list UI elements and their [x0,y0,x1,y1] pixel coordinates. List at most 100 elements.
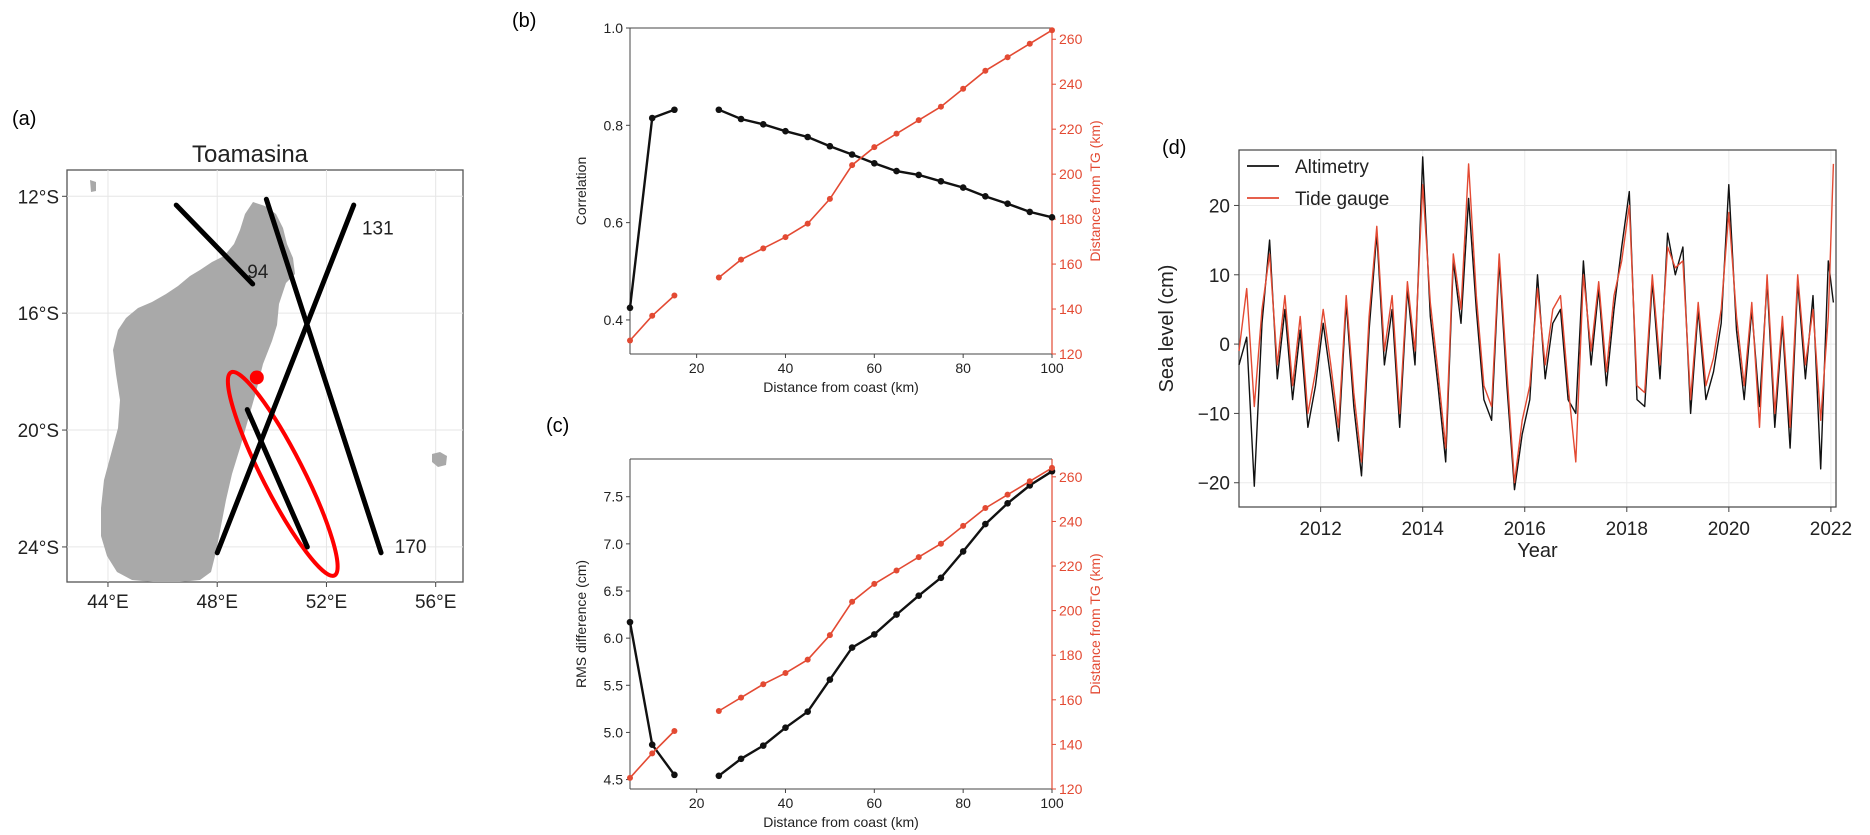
distance-from-tg-point [715,274,722,281]
x-tick-label: 80 [955,360,971,376]
y-axis-label: Sea level (cm) [1156,265,1178,393]
distance-from-tg-point [760,245,767,252]
y-axis-label: Correlation [573,157,589,225]
x-tick-label: 20 [689,360,705,376]
distance-from-tg-point [627,774,633,781]
distance-from-tg-point [826,195,833,202]
primary-point [782,127,789,135]
altimetry-series-line [1238,156,1835,491]
y-right-axis-label: Distance from TG (km) [1087,553,1103,694]
distance-from-tg-point [849,162,856,169]
distance-from-tg-point [915,554,922,561]
y-right-tick-label: 180 [1059,211,1083,227]
primary-point [893,167,900,175]
plot-frame [1238,149,1837,508]
altimetry-track-segment [244,407,310,550]
distance-from-tg-point [782,670,789,677]
y-right-tick-label: 260 [1059,31,1083,47]
tide-gauge-series-line [1238,163,1835,484]
primary-point [982,520,989,528]
primary-point [715,772,723,780]
primary-point [737,115,745,123]
y-tick-label: 0.6 [604,215,624,231]
map-lon-tick-label: 56°E [415,592,456,613]
y-right-axis-label: Distance from TG (km) [1087,120,1103,261]
map-lat-tick-label: 12°S [18,187,59,208]
distance-from-tg-point [649,312,656,319]
y-right-tick-label: 160 [1059,692,1083,708]
distance-from-tg-point [849,598,856,605]
y-right-tick-label: 120 [1059,346,1083,362]
y-right-tick-label: 240 [1059,513,1083,529]
primary-series-line-1 [718,108,1053,219]
primary-point [1004,200,1011,207]
panel-label-d: (d) [1162,137,1186,159]
x-tick-label: 60 [867,360,883,376]
primary-point [782,724,789,732]
distance-from-tg-point [937,103,944,110]
small-island-north [90,180,96,192]
y-right-tick-label: 180 [1059,647,1083,663]
primary-point [959,184,967,191]
primary-point [671,106,678,114]
map-lat-tick-label: 16°S [18,304,59,325]
distance-from-tg-point [1049,464,1055,471]
y-right-tick-label: 140 [1059,736,1083,752]
primary-point [804,133,811,141]
distance-from-tg-point [937,540,944,547]
track-label-170: 170 [395,537,427,558]
y-tick-label: 7.0 [604,536,624,552]
rms-panel: 20 40 60 80 100 4.5 5.0 5.5 6.0 6.5 7.0 7.5 120 140 16… [573,458,1103,830]
y-tick-label: 10 [1209,266,1230,287]
distance-from-tg-point [960,85,967,92]
primary-point [937,177,945,185]
y-tick-label: 0 [1219,335,1230,356]
distance-from-tg-point [1026,40,1033,47]
panel-label-a: (a) [12,108,36,130]
distance-from-tg-series-line-3 [718,29,1053,279]
distance-from-tg-point [760,681,767,688]
legend-label: Altimetry [1295,157,1369,178]
y-right-tick-label: 120 [1059,781,1083,797]
coastal-region-ellipse [225,369,340,578]
map-lat-tick-label: 20°S [18,421,59,442]
map-panel: Toamasina 94 131 170 44°E 48°E 52°E 56°E 12°S 1… [18,141,464,613]
distance-from-tg-point [738,256,745,263]
y-tick-label: 0.8 [604,117,624,133]
primary-point [759,121,767,128]
y-tick-label: 4.5 [604,772,624,788]
x-tick-label: 40 [778,795,794,811]
x-tick-label: 40 [778,360,794,376]
primary-point [959,548,967,555]
distance-from-tg-series-line-3 [718,467,1053,712]
primary-point [1048,213,1056,221]
x-tick-label: 2018 [1606,519,1648,540]
distance-from-tg-point [738,694,745,701]
y-tick-label: 6.0 [604,630,624,646]
distance-from-tg-point [982,67,989,74]
map-lon-tick-label: 48°E [197,592,238,613]
distance-from-tg-point [982,505,989,512]
distance-from-tg-point [915,117,922,124]
distance-from-tg-point [826,632,833,639]
primary-point [871,631,878,638]
primary-point [893,611,900,618]
distance-from-tg-point [1004,54,1011,61]
x-axis-label: Distance from coast (km) [763,379,919,395]
x-tick-label: 2022 [1810,519,1852,540]
primary-point [848,151,856,158]
y-tick-label: 0.4 [604,312,624,328]
distance-from-tg-point [871,144,878,151]
x-tick-label: 20 [689,795,705,811]
y-right-tick-label: 220 [1059,121,1083,137]
primary-point [759,742,767,749]
x-tick-label: 2020 [1708,519,1750,540]
primary-point [937,574,945,582]
x-tick-label: 2016 [1504,519,1546,540]
panel-label-b: (b) [512,10,536,32]
primary-point [671,771,678,779]
altimetry-track-94 [173,202,256,287]
x-tick-label: 100 [1040,360,1064,376]
y-tick-label: 5.0 [604,724,624,740]
primary-series-line-1 [718,470,1053,777]
